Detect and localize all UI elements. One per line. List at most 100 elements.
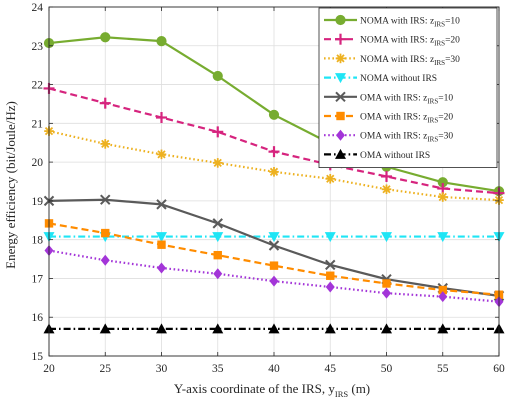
data-point-diamond	[100, 254, 110, 266]
y-tick-label: 21	[32, 118, 44, 130]
data-point-asterisk	[325, 173, 336, 184]
data-point-triangle-up	[335, 148, 346, 159]
legend-label-main: OMA without IRS	[360, 151, 430, 161]
series-layer	[43, 32, 505, 334]
series-line	[48, 222, 500, 296]
data-point-triangle-down	[268, 232, 280, 243]
data-point-plus	[268, 146, 280, 158]
legend-label: OMA with IRS: zIRS=10	[360, 93, 453, 105]
x-tick-label: 60	[493, 363, 505, 375]
data-point-diamond	[157, 262, 166, 274]
x-axis-label-sub: IRS	[335, 389, 349, 399]
legend-label: OMA without IRS	[360, 151, 430, 161]
data-point-diamond	[438, 291, 448, 303]
data-point-triangle-down	[156, 232, 167, 243]
legend-label-tail: =30	[438, 132, 453, 142]
tick-labels: 20 25 30 35 40 45 50 55 60 15 16 17 18 19 20 21 22 23 24	[32, 2, 506, 375]
data-point-diamond	[269, 275, 279, 287]
data-point-plus	[156, 112, 167, 124]
series-line	[48, 130, 500, 202]
data-point-triangle-down	[324, 232, 336, 243]
data-point-triangle-down	[212, 232, 224, 243]
x-tick-label: 30	[156, 363, 168, 375]
data-point-x	[335, 91, 346, 103]
data-point-triangle-up	[324, 323, 336, 334]
data-point-asterisk	[269, 167, 279, 177]
legend-label: OMA with IRS: zIRS=20	[360, 113, 453, 125]
x-tick-label: 25	[100, 363, 112, 375]
y-tick-label: 23	[32, 41, 44, 53]
x-tick-label: 40	[268, 363, 280, 375]
data-point-plus	[437, 182, 449, 194]
legend-label: NOMA with IRS: zIRS=30	[360, 55, 460, 67]
x-tick-label: 45	[325, 363, 337, 375]
data-point-circle	[100, 32, 111, 43]
legend-label: NOMA with IRS: zIRS=10	[360, 17, 460, 29]
data-point-asterisk	[437, 192, 448, 202]
legend-label-main: OMA with IRS: z	[360, 113, 427, 123]
legend-label-sub: IRS	[427, 117, 438, 125]
y-tick-label: 24	[32, 2, 44, 14]
data-point-triangle-down	[335, 73, 346, 84]
data-point-diamond	[213, 268, 223, 280]
data-point-circle	[335, 14, 346, 26]
legend-label-sub: IRS	[427, 136, 438, 144]
legend-label-tail: =20	[445, 36, 460, 46]
data-point-circle	[268, 109, 280, 120]
y-tick-label: 20	[32, 157, 44, 169]
legend-item: NOMA with IRS: zIRS=20	[324, 33, 460, 48]
data-point-x	[268, 240, 280, 251]
legend-label-main: NOMA with IRS: z	[360, 36, 434, 46]
x-tick-label: 20	[43, 363, 55, 375]
legend-label-tail: =30	[445, 55, 460, 65]
data-point-asterisk	[381, 184, 392, 195]
data-point-asterisk	[335, 53, 346, 64]
data-point-triangle-down	[437, 232, 449, 243]
y-tick-label: 17	[32, 273, 44, 285]
data-point-x	[212, 218, 223, 229]
x-tick-label: 50	[381, 363, 393, 375]
data-point-triangle-up	[99, 323, 111, 334]
data-point-triangle-down	[381, 232, 392, 243]
legend-label-tail: =20	[438, 113, 453, 123]
legend-item: NOMA with IRS: zIRS=10	[324, 14, 460, 29]
data-point-plus	[381, 170, 392, 182]
legend-label-sub: IRS	[434, 59, 445, 67]
data-point-triangle-up	[212, 323, 224, 334]
x-axis-label-suffix: (m)	[348, 381, 370, 396]
legend-item: OMA with IRS: zIRS=10	[324, 91, 453, 105]
legend-label-tail: =10	[438, 93, 453, 103]
data-point-square	[157, 240, 166, 249]
legend-label: NOMA without IRS	[360, 74, 437, 84]
y-tick-label: 19	[32, 196, 44, 208]
legend-label-main: NOMA with IRS: z	[360, 55, 434, 65]
data-point-triangle-up	[381, 323, 392, 334]
data-point-diamond	[336, 129, 345, 141]
x-axis-label-main: Y-axis coordinate of the IRS, y	[174, 381, 336, 396]
legend-label-sub: IRS	[434, 21, 445, 29]
plot-border	[48, 6, 500, 357]
data-point-asterisk	[100, 139, 111, 149]
legend-label-sub: IRS	[434, 40, 445, 48]
data-point-square	[382, 279, 391, 288]
data-point-square	[438, 285, 447, 295]
legend-label-main: NOMA without IRS	[360, 74, 437, 84]
data-point-triangle-up	[268, 323, 280, 334]
data-point-triangle-up	[156, 323, 167, 334]
legend-label: NOMA with IRS: zIRS=20	[360, 36, 460, 48]
axes-frame	[48, 6, 500, 357]
legend-label-main: OMA with IRS: z	[360, 93, 427, 103]
legend-item: OMA with IRS: zIRS=20	[324, 111, 453, 125]
legend-label-tail: =10	[445, 17, 460, 27]
legend-label: OMA with IRS: zIRS=30	[360, 132, 453, 144]
x-tick-label: 35	[212, 363, 224, 375]
y-tick-label: 15	[32, 351, 44, 363]
data-point-asterisk	[212, 158, 223, 168]
data-point-x	[156, 199, 167, 210]
data-point-circle	[212, 70, 223, 82]
legend-label-main: NOMA with IRS: z	[360, 17, 434, 27]
legend-item: OMA without IRS	[324, 148, 430, 161]
data-point-square	[101, 228, 110, 238]
